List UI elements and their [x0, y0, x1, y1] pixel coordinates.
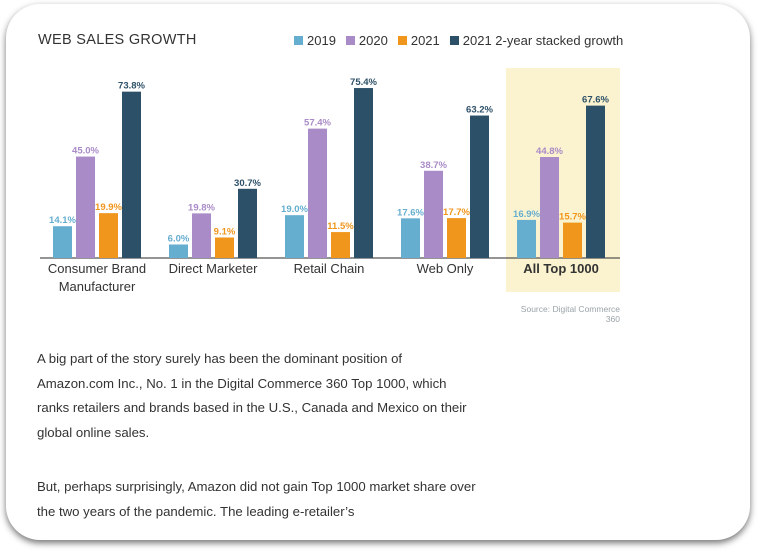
category-label-4: Web Only: [417, 261, 474, 276]
legend-label-stacked: 2021 2-year stacked growth: [462, 33, 624, 48]
legend-item-2020: 2020: [345, 33, 388, 48]
data-label-4-1: 17.6%: [397, 207, 424, 218]
data-label-2-4: 30.7%: [234, 178, 261, 189]
bar-5-4: [586, 105, 605, 258]
content-card: WEB SALES GROWTH 2019 2020 2021 2021 2-y…: [6, 4, 750, 540]
category-label-2: Direct Marketer: [169, 261, 259, 276]
legend-item-stacked: 2021 2-year stacked growth: [449, 33, 624, 48]
bar-2-3: [215, 237, 234, 258]
data-label-4-4: 63.2%: [466, 105, 493, 116]
data-label-5-1: 16.9%: [513, 209, 540, 220]
bar-2-2: [192, 213, 211, 258]
legend-swatch-2020: [345, 36, 355, 45]
bar-5-1: [517, 219, 536, 258]
bar-3-3: [331, 232, 350, 258]
data-label-5-4: 67.6%: [582, 95, 609, 106]
bar-4-3: [447, 218, 466, 258]
bar-4-1: [401, 218, 420, 258]
legend-item-2021: 2021: [397, 33, 440, 48]
data-label-1-4: 73.8%: [118, 81, 145, 92]
legend-swatch-2021: [397, 36, 407, 45]
bar-chart: 14.1% 45.0% 19.9% 73.8% Consumer Brand Manufa…: [40, 68, 620, 294]
bar-3-4: [354, 88, 373, 258]
bar-1-4: [122, 91, 141, 258]
data-label-1-1: 14.1%: [49, 215, 76, 226]
chart-source: Source: Digital Commerce 360: [520, 304, 620, 324]
bar-2-1: [169, 244, 188, 258]
data-label-3-2: 57.4%: [304, 118, 331, 129]
data-label-5-2: 44.8%: [536, 146, 563, 157]
category-label-1-line-1: Consumer Brand: [48, 261, 146, 276]
bar-2-4: [238, 188, 257, 258]
bar-1-3: [99, 213, 118, 258]
legend-swatch-stacked: [449, 36, 459, 45]
bar-3-1: [285, 215, 304, 258]
chart-title: WEB SALES GROWTH: [38, 32, 197, 48]
bar-5-2: [540, 157, 559, 258]
legend-label-2021: 2021: [410, 33, 440, 48]
bar-5-3: [563, 222, 582, 258]
data-label-4-2: 38.7%: [420, 160, 447, 171]
bar-1-2: [76, 156, 95, 258]
bar-1-1: [53, 226, 72, 258]
data-label-5-3: 15.7%: [559, 212, 586, 223]
bar-4-2: [424, 170, 443, 258]
legend-item-2019: 2019: [294, 33, 336, 48]
data-label-1-2: 45.0%: [72, 146, 99, 157]
data-label-1-3: 19.9%: [95, 202, 122, 213]
bar-4-4: [470, 115, 489, 258]
bar-3-2: [308, 128, 327, 258]
category-label-1-line-2: Manufacturer: [59, 279, 136, 294]
data-label-2-2: 19.8%: [188, 202, 215, 213]
legend-swatch-2019: [294, 36, 303, 45]
data-label-3-1: 19.0%: [281, 204, 308, 215]
article-paragraph-2: But, perhaps surprisingly, Amazon did no…: [37, 479, 476, 519]
data-label-4-3: 17.7%: [443, 207, 470, 218]
category-label-3: Retail Chain: [294, 261, 365, 276]
data-label-2-1: 6.0%: [168, 233, 190, 244]
data-label-3-4: 75.4%: [350, 77, 377, 88]
chart-legend: 2019 2020 2021 2021 2-year stacked growt…: [294, 33, 623, 48]
data-label-2-3: 9.1%: [214, 226, 236, 237]
legend-label-2019: 2019: [307, 33, 336, 48]
category-label-5: All Top 1000: [523, 261, 599, 276]
article-paragraph-1: A big part of the story surely has been …: [37, 351, 467, 440]
data-label-3-3: 11.5%: [327, 221, 354, 232]
legend-label-2020: 2020: [358, 33, 388, 48]
